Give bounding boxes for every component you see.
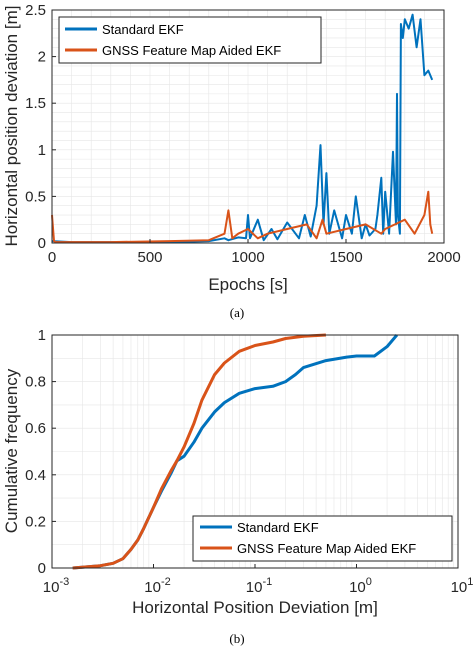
y-tick-label: 1: [38, 327, 46, 344]
series-line-aided-b: [72, 333, 326, 570]
x-tick-label: 10-3: [43, 576, 69, 596]
x-tick-label: 1000: [231, 249, 264, 266]
y-tick-label: 0.8: [25, 374, 46, 391]
ticks-b: 10-3 10-2 10-1 100 101 0 0.2 0.4 0.6 0.8 1: [25, 327, 473, 596]
x-tick-label: 10-2: [144, 576, 170, 596]
legend-box-a: [58, 16, 322, 64]
x-tick-label: 2000: [427, 249, 460, 266]
x-tick-label: 500: [137, 249, 162, 266]
legend-label-standard-a: Standard EKF: [102, 22, 184, 37]
x-tick-label: 101: [451, 576, 474, 596]
y-tick-label: 1.5: [25, 95, 46, 112]
grid-b: [52, 334, 458, 568]
series-lines-b: [72, 333, 399, 570]
series-line-standard-a: [51, 13, 434, 244]
y-tick-label: 0.5: [25, 188, 46, 205]
legend-label-aided-a: GNSS Feature Map Aided EKF: [102, 43, 281, 58]
series-line-aided-a: [51, 190, 434, 244]
y-tick-label: 0.4: [25, 467, 46, 484]
legend-label-standard-b: Standard EKF: [237, 520, 319, 535]
ticks-a: 0 500 1000 1500 2000 0 0.5 1 1.5 2 2.5: [25, 2, 461, 266]
y-axis-label-a: Horizontal position deviation [m]: [2, 6, 21, 247]
legend-a: Standard EKF GNSS Feature Map Aided EKF: [58, 16, 322, 64]
x-tick-label: 100: [349, 576, 372, 596]
caption-b: (b): [229, 631, 244, 646]
chart-b: 10-3 10-2 10-1 100 101 0 0.2 0.4 0.6 0.8 1 Horizon…: [2, 327, 473, 646]
y-tick-label: 1: [38, 142, 46, 159]
y-tick-label: 2.5: [25, 2, 46, 19]
series-lines-a: [51, 13, 434, 244]
caption-a: (a): [230, 305, 244, 320]
x-axis-label-a: Epochs [s]: [208, 275, 287, 294]
y-tick-label: 2: [38, 49, 46, 66]
legend-box-b: [192, 515, 453, 562]
x-axis-label-b: Horizontal Position Deviation [m]: [132, 598, 378, 617]
y-tick-label: 0.2: [25, 513, 46, 530]
x-tick-label: 10-1: [246, 576, 272, 596]
legend-b: Standard EKF GNSS Feature Map Aided EKF: [192, 515, 453, 562]
x-tick-label: 0: [48, 249, 56, 266]
legend-label-aided-b: GNSS Feature Map Aided EKF: [237, 541, 416, 556]
y-tick-label: 0: [38, 235, 46, 252]
x-tick-label: 1500: [329, 249, 362, 266]
y-tick-label: 0: [38, 560, 46, 577]
y-tick-label: 0.6: [25, 420, 46, 437]
y-axis-label-b: Cumulative frequency: [2, 368, 21, 533]
